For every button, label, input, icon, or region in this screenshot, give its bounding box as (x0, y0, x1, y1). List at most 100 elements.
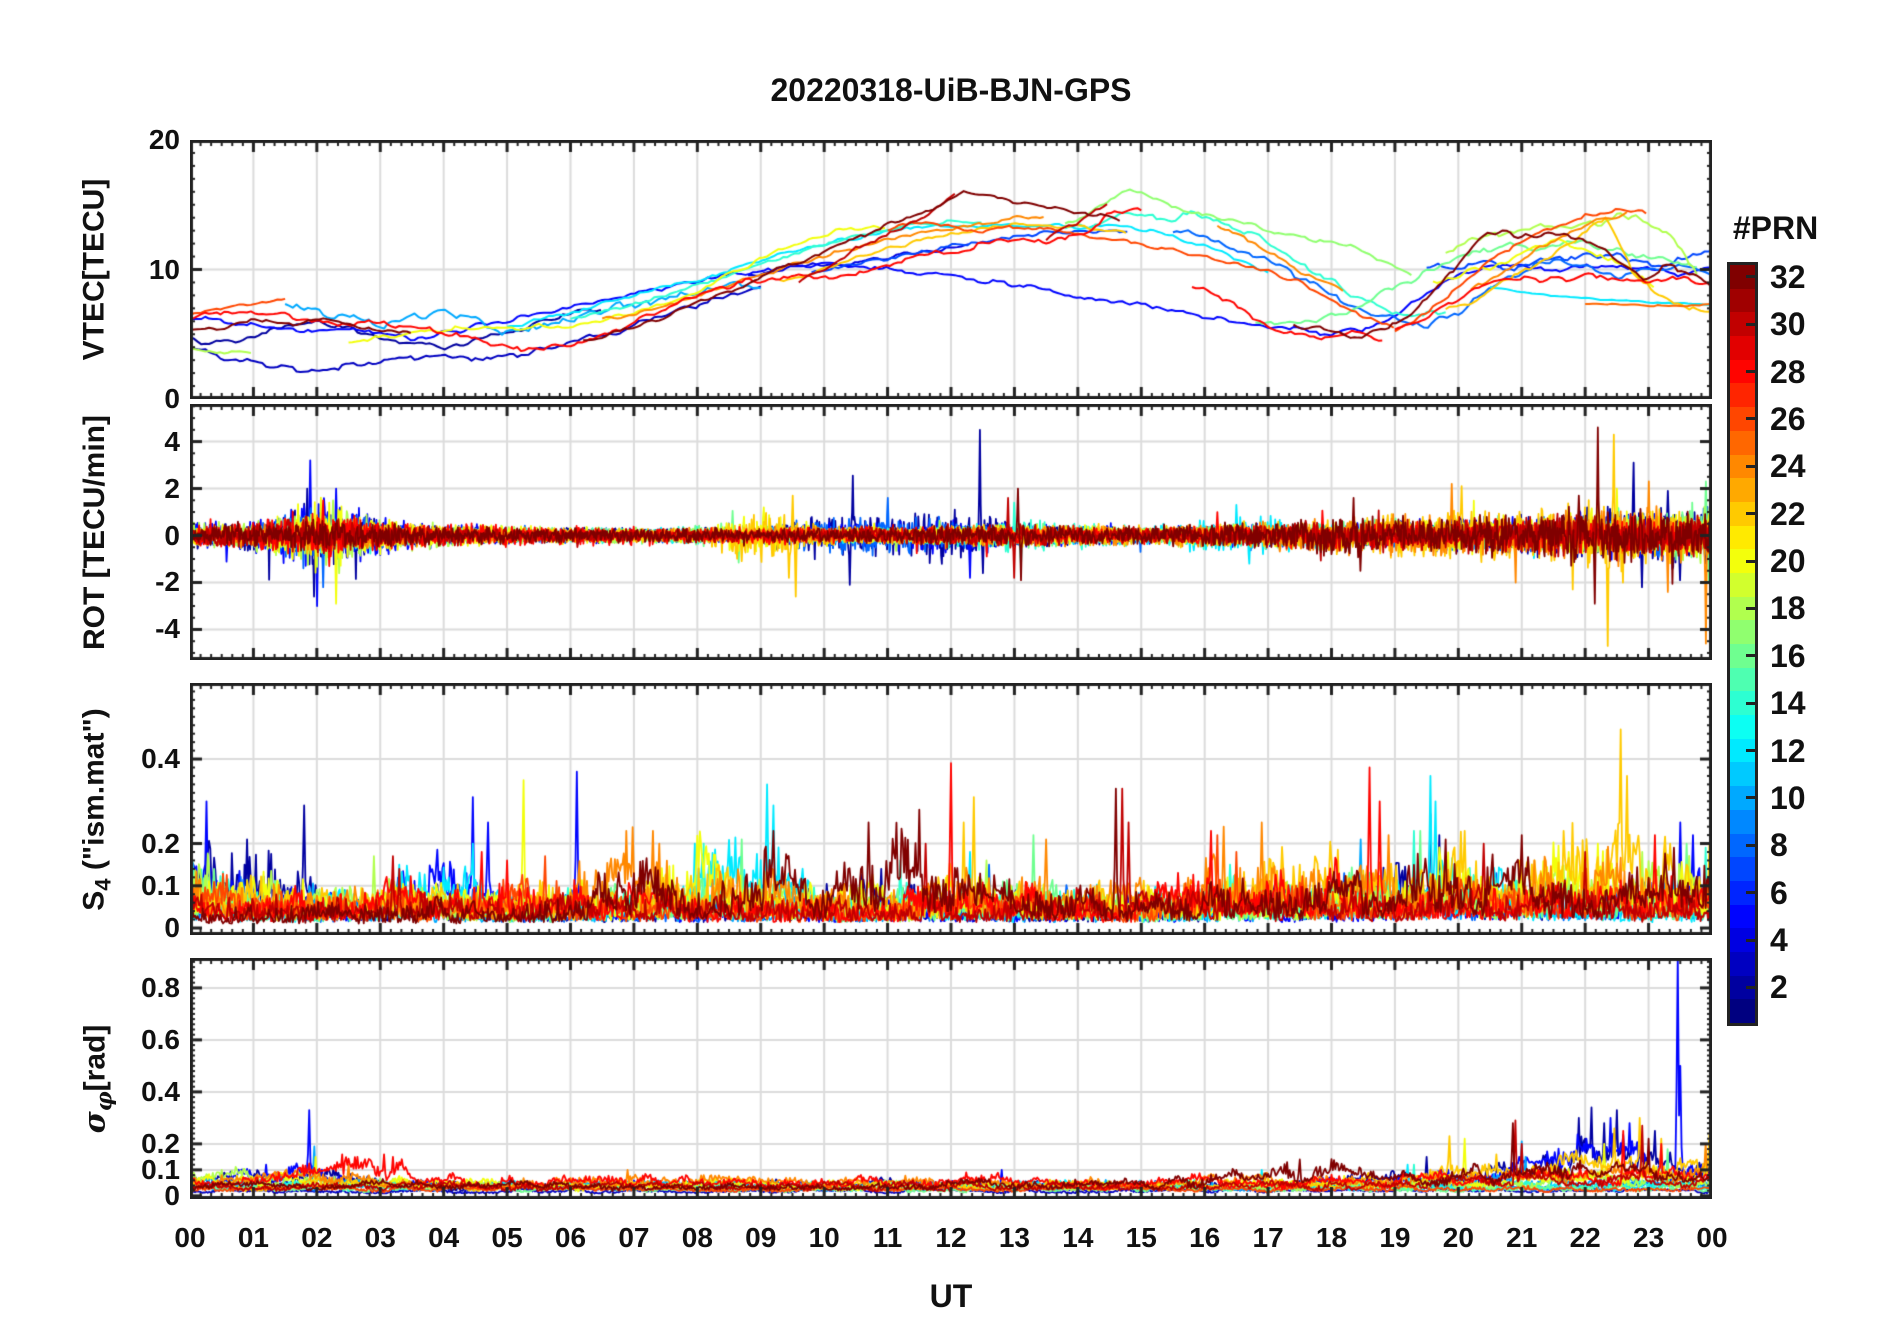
colorbar-tick-label: 28 (1770, 353, 1806, 390)
colorbar-segment (1730, 833, 1755, 858)
colorbar-tick-label: 20 (1770, 543, 1806, 580)
x-tick-label: 14 (1062, 1222, 1094, 1253)
colorbar-tick (1746, 606, 1755, 610)
x-tick-label: 07 (618, 1222, 650, 1253)
x-tick-label: 04 (428, 1222, 460, 1253)
colorbar-segment (1730, 928, 1755, 952)
colorbar-segment (1730, 667, 1755, 692)
colorbar-segment (1730, 715, 1755, 739)
x-tick-label: 17 (1252, 1222, 1284, 1253)
colorbar-tick-label: 16 (1770, 637, 1806, 674)
x-tick-label: 09 (745, 1222, 777, 1253)
colorbar-segment (1730, 359, 1755, 384)
colorbar-tick-label: 22 (1770, 495, 1806, 532)
x-tick-label: 18 (1315, 1222, 1348, 1253)
x-tick-label: 08 (681, 1222, 713, 1253)
colorbar-segment (1730, 265, 1755, 289)
chart-title: 20220318-UiB-BJN-GPS (770, 72, 1132, 108)
colorbar-segment (1730, 691, 1755, 716)
rot-panel-plot (190, 404, 1712, 660)
colorbar-tick (1746, 559, 1755, 563)
colorbar-segment (1730, 857, 1755, 881)
x-tick-label: 03 (364, 1222, 396, 1253)
colorbar-tick-label: 12 (1770, 732, 1806, 769)
colorbar-segment (1730, 478, 1755, 502)
y-tick-label: 10 (148, 253, 180, 285)
colorbar-tick (1746, 938, 1755, 942)
vtec-panel-plot (190, 140, 1712, 399)
colorbar-tick-label: 2 (1770, 969, 1788, 1006)
x-tick-label: 02 (301, 1222, 333, 1253)
colorbar-tick (1746, 322, 1755, 326)
colorbar-segment (1730, 430, 1755, 455)
x-axis-label: UT (929, 1278, 973, 1314)
colorbar-segment (1730, 762, 1755, 787)
y-tick-label: 2 (164, 472, 180, 504)
y-tick-label: 0 (164, 912, 180, 944)
colorbar-segment (1730, 904, 1755, 929)
y-tick-label: 0.4 (141, 743, 180, 775)
y-tick-label: 0.2 (141, 827, 180, 859)
y-tick-label: 0.8 (141, 971, 180, 1003)
y-tick-label: -2 (155, 566, 180, 598)
colorbar-segment (1730, 999, 1755, 1023)
colorbar-tick (1746, 512, 1755, 516)
colorbar-tick (1746, 796, 1755, 800)
y-tick-label: 0.1 (141, 869, 180, 901)
colorbar-segment (1730, 809, 1755, 834)
x-tick-label: 00 (1696, 1222, 1728, 1253)
colorbar-tick-label: 18 (1770, 590, 1806, 627)
colorbar-segment (1730, 288, 1755, 313)
y-tick-label: 0 (164, 1179, 180, 1211)
y-tick-label: 20 (148, 124, 180, 155)
colorbar-segment (1730, 620, 1755, 644)
x-tick-label: 15 (1125, 1222, 1157, 1253)
x-tick-label: 19 (1379, 1222, 1411, 1253)
colorbar-segment (1730, 975, 1755, 1000)
colorbar-segment (1730, 880, 1755, 905)
x-tick-label: 21 (1506, 1222, 1538, 1253)
y-tick-label: -4 (155, 613, 180, 645)
s4-panel-plot (190, 683, 1712, 935)
colorbar-tick (1746, 843, 1755, 847)
colorbar-tick (1746, 654, 1755, 658)
x-tick-label: 06 (554, 1222, 587, 1253)
x-tick-label: 13 (998, 1222, 1030, 1253)
colorbar-tick-label: 32 (1770, 258, 1806, 295)
colorbar-tick (1746, 749, 1755, 753)
x-tick-label: 10 (808, 1222, 840, 1253)
colorbar-segment (1730, 572, 1755, 597)
x-tick-label: 16 (1189, 1222, 1221, 1253)
colorbar-tick (1746, 701, 1755, 705)
colorbar-segment (1730, 786, 1755, 810)
colorbar-segment (1730, 454, 1755, 479)
colorbar-segment (1730, 644, 1755, 668)
x-tick-label: 00 (174, 1222, 206, 1253)
x-tick-label: 01 (237, 1222, 269, 1253)
y-tick-label: 0.4 (141, 1075, 180, 1107)
prn-colorbar (1727, 262, 1758, 1026)
x-tick-label: 23 (1633, 1222, 1665, 1253)
x-tick-label: 22 (1569, 1222, 1601, 1253)
colorbar-segment (1730, 383, 1755, 408)
x-tick-label: 12 (935, 1222, 967, 1253)
y-tick-label: 0 (164, 519, 180, 551)
y-tick-label: 0.2 (141, 1127, 180, 1159)
sigma-phi-panel-plot (190, 958, 1712, 1199)
colorbar-tick-label: 10 (1770, 779, 1806, 816)
y-tick-label: 4 (164, 425, 180, 457)
colorbar-tick-label: 24 (1770, 448, 1806, 485)
colorbar-tick-label: 4 (1770, 922, 1788, 959)
colorbar-tick (1746, 891, 1755, 895)
colorbar-segment (1730, 501, 1755, 526)
x-tick-label: 11 (872, 1222, 903, 1253)
colorbar-segment (1730, 738, 1755, 763)
colorbar-segment (1730, 525, 1755, 550)
colorbar-tick (1746, 417, 1755, 421)
colorbar-segment (1730, 312, 1755, 337)
colorbar-segment (1730, 407, 1755, 431)
x-tick-label: 20 (1442, 1222, 1474, 1253)
colorbar-tick-label: 8 (1770, 827, 1788, 864)
colorbar-tick-label: 14 (1770, 685, 1806, 722)
